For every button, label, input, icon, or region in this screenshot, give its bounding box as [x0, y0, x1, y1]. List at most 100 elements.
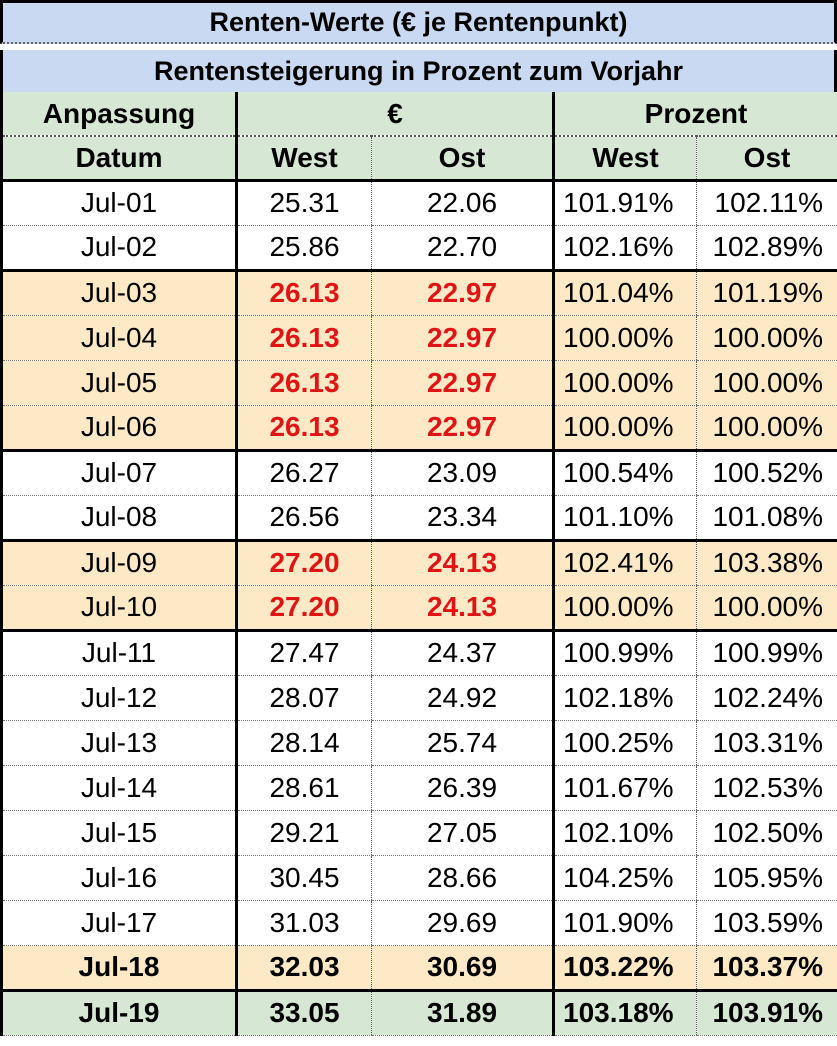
table-subtitle: Rentensteigerung in Prozent zum Vorjahr [0, 50, 837, 92]
cell-percent-west: 100.00% [552, 585, 697, 631]
cell-euro-west: 30.45 [235, 855, 372, 901]
cell-euro-west: 26.56 [235, 495, 372, 541]
cell-euro-ost: 30.69 [370, 945, 554, 991]
cell-percent-ost: 103.91% [696, 988, 837, 1036]
table-row: Jul-03 26.13 22.97 101.04% 101.19% [0, 268, 837, 316]
cell-euro-west: 25.86 [235, 225, 372, 271]
cell-percent-west: 101.91% [552, 180, 697, 226]
cell-euro-ost: 24.13 [370, 538, 554, 586]
cell-date: Jul-14 [0, 765, 237, 811]
pension-values-table: Anpassung € Prozent Datum West Ost West … [0, 92, 837, 1036]
cell-euro-ost: 27.05 [370, 810, 554, 856]
table-row: Jul-18 32.03 30.69 103.22% 103.37% [0, 945, 837, 991]
header-euro-ost: Ost [370, 136, 554, 182]
table-row: Jul-05 26.13 22.97 100.00% 100.00% [0, 360, 837, 406]
cell-percent-ost: 100.00% [696, 405, 837, 451]
cell-percent-west: 100.99% [552, 628, 697, 676]
cell-euro-ost: 28.66 [370, 855, 554, 901]
cell-percent-west: 103.18% [552, 988, 697, 1036]
cell-euro-west: 26.13 [235, 405, 372, 451]
cell-percent-west: 100.00% [552, 315, 697, 361]
cell-euro-ost: 22.06 [370, 180, 554, 226]
cell-percent-ost: 103.37% [696, 945, 837, 991]
cell-date: Jul-16 [0, 855, 237, 901]
cell-euro-west: 26.13 [235, 268, 372, 316]
cell-euro-west: 26.27 [235, 448, 372, 496]
cell-percent-ost: 100.00% [696, 315, 837, 361]
cell-percent-ost: 100.00% [696, 585, 837, 631]
cell-euro-west: 28.07 [235, 675, 372, 721]
cell-euro-ost: 29.69 [370, 900, 554, 946]
table-row: Jul-10 27.20 24.13 100.00% 100.00% [0, 585, 837, 631]
cell-date: Jul-06 [0, 405, 237, 451]
cell-euro-west: 29.21 [235, 810, 372, 856]
cell-percent-ost: 100.52% [696, 448, 837, 496]
cell-euro-west: 28.14 [235, 720, 372, 766]
cell-euro-ost: 23.09 [370, 448, 554, 496]
cell-percent-west: 102.41% [552, 538, 697, 586]
table-row: Jul-14 28.61 26.39 101.67% 102.53% [0, 765, 837, 811]
cell-date: Jul-07 [0, 448, 237, 496]
cell-euro-ost: 22.97 [370, 268, 554, 316]
cell-percent-west: 103.22% [552, 945, 697, 991]
cell-euro-ost: 22.97 [370, 360, 554, 406]
table-row: Jul-02 25.86 22.70 102.16% 102.89% [0, 225, 837, 271]
table-row: Jul-16 30.45 28.66 104.25% 105.95% [0, 855, 837, 901]
table-row: Jul-06 26.13 22.97 100.00% 100.00% [0, 405, 837, 451]
cell-percent-west: 100.54% [552, 448, 697, 496]
table-row: Jul-15 29.21 27.05 102.10% 102.50% [0, 810, 837, 856]
cell-percent-ost: 103.38% [696, 538, 837, 586]
cell-euro-west: 27.20 [235, 538, 372, 586]
cell-percent-ost: 102.53% [696, 765, 837, 811]
table-row: Jul-07 26.27 23.09 100.54% 100.52% [0, 448, 837, 496]
cell-date: Jul-02 [0, 225, 237, 271]
cell-percent-ost: 103.31% [696, 720, 837, 766]
cell-percent-ost: 105.95% [696, 855, 837, 901]
cell-percent-ost: 101.19% [696, 268, 837, 316]
cell-euro-ost: 24.92 [370, 675, 554, 721]
header-euro-west: West [235, 136, 372, 182]
cell-euro-west: 28.61 [235, 765, 372, 811]
cell-percent-west: 101.10% [552, 495, 697, 541]
cell-euro-ost: 22.97 [370, 315, 554, 361]
table-row: Jul-13 28.14 25.74 100.25% 103.31% [0, 720, 837, 766]
cell-percent-west: 102.18% [552, 675, 697, 721]
cell-date: Jul-10 [0, 585, 237, 631]
cell-euro-west: 25.31 [235, 180, 372, 226]
cell-percent-west: 102.16% [552, 225, 697, 271]
cell-percent-west: 100.00% [552, 405, 697, 451]
table-row: Jul-09 27.20 24.13 102.41% 103.38% [0, 538, 837, 586]
cell-percent-west: 102.10% [552, 810, 697, 856]
table-row: Jul-12 28.07 24.92 102.18% 102.24% [0, 675, 837, 721]
header-row-columns: Datum West Ost West Ost [0, 136, 837, 182]
header-anpassung: Anpassung [0, 92, 237, 137]
header-percent-ost: Ost [696, 136, 837, 182]
cell-euro-ost: 22.97 [370, 405, 554, 451]
cell-euro-ost: 25.74 [370, 720, 554, 766]
table-row: Jul-01 25.31 22.06 101.91% 102.11% [0, 180, 837, 226]
cell-euro-ost: 24.37 [370, 628, 554, 676]
header-percent-group: Prozent [552, 92, 837, 137]
cell-euro-west: 27.20 [235, 585, 372, 631]
cell-euro-west: 27.47 [235, 628, 372, 676]
cell-date: Jul-19 [0, 988, 237, 1036]
cell-percent-ost: 102.50% [696, 810, 837, 856]
cell-percent-ost: 102.11% [696, 180, 837, 226]
header-row-groups: Anpassung € Prozent [0, 92, 837, 137]
cell-date: Jul-08 [0, 495, 237, 541]
cell-percent-ost: 100.00% [696, 360, 837, 406]
cell-euro-ost: 26.39 [370, 765, 554, 811]
table-row: Jul-04 26.13 22.97 100.00% 100.00% [0, 315, 837, 361]
cell-date: Jul-15 [0, 810, 237, 856]
cell-euro-west: 32.03 [235, 945, 372, 991]
cell-date: Jul-18 [0, 945, 237, 991]
cell-percent-ost: 102.89% [696, 225, 837, 271]
cell-percent-west: 100.00% [552, 360, 697, 406]
cell-percent-west: 101.67% [552, 765, 697, 811]
table-row: Jul-11 27.47 24.37 100.99% 100.99% [0, 628, 837, 676]
table-title: Renten-Werte (€ je Rentenpunkt) [0, 0, 837, 44]
cell-percent-ost: 100.99% [696, 628, 837, 676]
cell-euro-west: 33.05 [235, 988, 372, 1036]
cell-euro-west: 31.03 [235, 900, 372, 946]
